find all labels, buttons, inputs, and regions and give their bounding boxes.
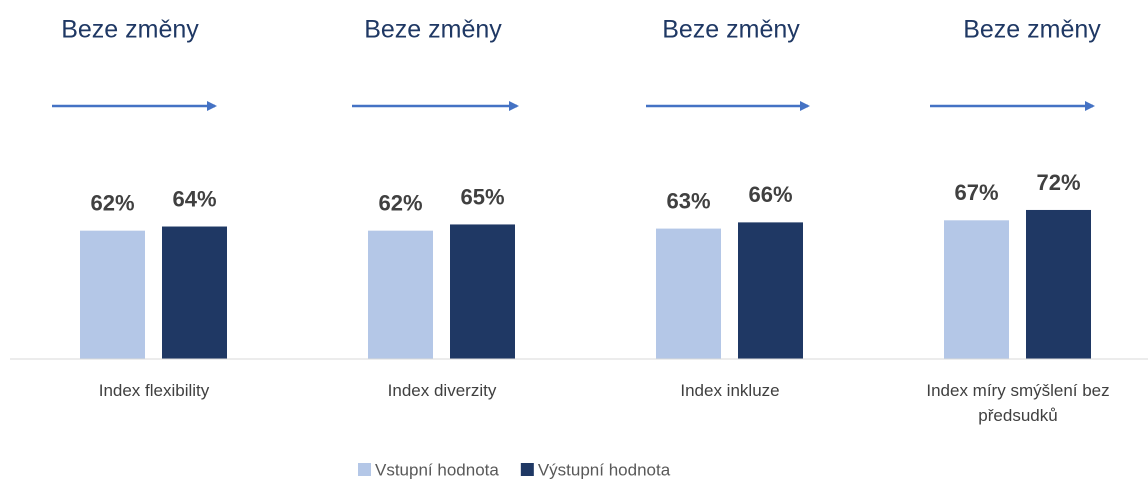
data-label: 66% <box>748 182 792 207</box>
annotation: Beze změny <box>662 16 800 44</box>
annotation: Beze změny <box>61 16 199 44</box>
data-label: 63% <box>666 188 710 213</box>
data-label: 62% <box>378 190 422 215</box>
bar <box>656 228 721 359</box>
data-label: 67% <box>954 180 998 205</box>
legend-label: Výstupní hodnota <box>538 460 671 479</box>
x-tick-label: Index flexibility <box>98 381 210 400</box>
annotation: Beze změny <box>963 16 1101 44</box>
x-tick-label: Index inkluze <box>680 381 780 400</box>
data-label: 72% <box>1036 170 1080 195</box>
bar <box>368 230 433 359</box>
bar <box>738 222 803 359</box>
bar <box>944 220 1009 359</box>
data-label: 62% <box>90 190 134 215</box>
bar <box>450 224 515 359</box>
legend-label: Vstupní hodnota <box>375 460 499 479</box>
annotation: Beze změny <box>364 16 502 44</box>
x-tick-label: Index míry smýšlení bez předsudků <box>926 381 1110 425</box>
legend-swatch <box>520 463 534 476</box>
bar <box>162 226 227 359</box>
bar <box>80 230 145 359</box>
data-label: 65% <box>460 184 504 209</box>
data-label: 64% <box>172 186 216 211</box>
bar <box>1026 209 1091 359</box>
x-tick-label: Index diverzity <box>387 381 497 400</box>
legend-swatch <box>358 463 371 476</box>
